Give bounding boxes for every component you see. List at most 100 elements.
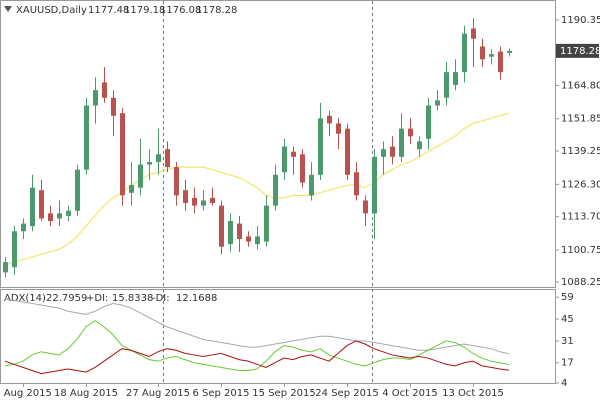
price-tag-label: 1178.28 (560, 46, 600, 57)
candle-body (408, 128, 413, 137)
x-tick-label: 24 Sep 2015 (315, 388, 378, 399)
candle-body (426, 105, 431, 139)
candle-body (471, 28, 476, 39)
candle-body (84, 105, 89, 170)
x-tick-label: 18 Aug 2015 (54, 388, 118, 399)
candle-body (138, 164, 143, 188)
indicator-line (4, 298, 510, 355)
y-tick-label: 1088.25 (561, 277, 600, 288)
candle-body (48, 213, 53, 222)
adx-value: 22.7959 (46, 293, 87, 304)
x-tick-label: 15 Sep 2015 (252, 388, 315, 399)
indicator-header: ADX(14) 22.7959 +DI: 15.8338 -DI: 12.168… (4, 293, 217, 304)
ohlc-open: 1177.48 (88, 5, 129, 16)
y-tick-label: 1164.80 (561, 80, 600, 91)
candle-body (300, 154, 305, 183)
candle-body (255, 236, 260, 245)
y-tick-label: 31 (561, 336, 574, 347)
candle-body (165, 149, 170, 168)
x-tick-label: 9 Aug 2015 (0, 388, 52, 399)
candle-body (345, 128, 350, 175)
moving-average (4, 112, 510, 266)
main-header: XAUUSD,Daily 1177.48 1179.18 1176.08 117… (4, 5, 237, 16)
candle-body (57, 213, 62, 219)
candle-body (264, 205, 269, 242)
symbol-title: XAUUSD,Daily (16, 5, 87, 16)
candle-body (111, 97, 116, 116)
collapse-icon (4, 6, 12, 12)
candle-body (120, 113, 125, 196)
candle-body (102, 82, 107, 98)
y-tick-label: 1126.30 (561, 179, 600, 190)
candle-body (192, 197, 197, 206)
candle-body (480, 46, 485, 60)
candle-body (372, 156, 377, 214)
y-tick-label: 45 (561, 314, 574, 325)
pdi-name: +DI: (86, 293, 108, 304)
candle-body (228, 221, 233, 245)
candle-body (282, 146, 287, 173)
y-tick-label: 1139.25 (561, 146, 600, 157)
x-tick-label: 13 Oct 2015 (442, 388, 504, 399)
main-panel-frame (0, 0, 556, 288)
candle-body (201, 200, 206, 206)
candle-body (498, 51, 503, 73)
candle-body (273, 174, 278, 206)
candle-body (147, 161, 152, 165)
y-tick-label: 1151.85 (561, 114, 600, 125)
candle-body (183, 190, 188, 204)
candle-body (435, 100, 440, 106)
candle-body (39, 190, 44, 219)
ohlc-high: 1179.18 (124, 5, 165, 16)
candle-body (507, 50, 512, 53)
candle-body (75, 169, 80, 211)
x-tick-label: 4 Oct 2015 (382, 388, 437, 399)
y-tick-label: 17 (561, 358, 574, 369)
candle-body (12, 231, 17, 268)
y-tick-label: 4 (561, 378, 567, 389)
candle-body (462, 33, 467, 73)
candle-body (66, 210, 71, 216)
indicator-panel-frame (0, 289, 556, 384)
candle-body (93, 90, 98, 106)
candle-body (3, 262, 8, 273)
candle-body (129, 185, 134, 193)
mdi-name: -DI: (152, 293, 170, 304)
candle-body (327, 115, 332, 124)
candle-body (156, 154, 161, 162)
candle-body (336, 123, 341, 134)
ohlc-close: 1178.28 (196, 5, 237, 16)
candle-body (417, 141, 422, 150)
candle-body (174, 167, 179, 196)
price-tag (556, 43, 599, 58)
y-tick-label: 1113.70 (561, 212, 600, 223)
x-tick-label: 27 Aug 2015 (126, 388, 190, 399)
indicator-line (4, 320, 510, 372)
ohlc-low: 1176.08 (160, 5, 201, 16)
y-tick-label: 1100.75 (561, 245, 600, 256)
candle-body (237, 223, 242, 239)
candle-body (246, 236, 251, 242)
mdi-value: 12.1688 (176, 293, 217, 304)
candle-body (399, 128, 404, 157)
y-tick-label: 59 (561, 292, 574, 303)
y-tick-label: 1190.35 (561, 15, 600, 26)
candle-body (489, 54, 494, 57)
candle-body (291, 151, 296, 157)
candle-body (381, 149, 386, 157)
adx-name: ADX(14) (4, 293, 46, 304)
candle-body (390, 146, 395, 157)
pdi-value: 15.8338 (112, 293, 153, 304)
candle-body (354, 172, 359, 196)
candle-body (219, 205, 224, 247)
candle-body (363, 200, 368, 214)
candle-body (21, 223, 26, 232)
candle-body (318, 118, 323, 175)
candle-body (309, 174, 314, 196)
candle-body (453, 72, 458, 85)
candle-body (30, 187, 35, 227)
indicator-line (4, 340, 510, 375)
x-tick-label: 6 Sep 2015 (192, 388, 249, 399)
candle-body (210, 197, 215, 204)
